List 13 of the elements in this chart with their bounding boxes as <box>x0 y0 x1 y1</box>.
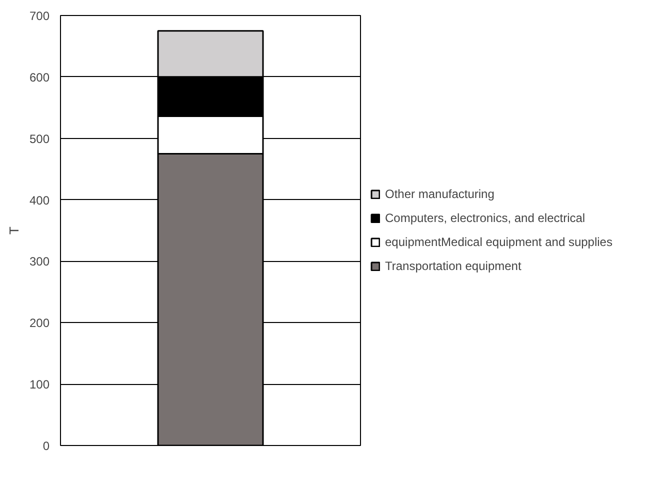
legend-label: Transportation equipment <box>385 259 522 273</box>
legend-label: equipmentMedical equipment and supplies <box>385 235 612 249</box>
y-axis-title: T <box>6 226 22 234</box>
y-tick-label: 200 <box>29 316 50 330</box>
legend-label: Other manufacturing <box>385 187 494 201</box>
y-tick-label: 100 <box>29 378 50 392</box>
y-tick-label: 500 <box>29 132 50 146</box>
y-tick-label: 0 <box>42 439 50 453</box>
y-tick-label: 400 <box>29 193 50 208</box>
y-tick-label: 600 <box>29 70 50 84</box>
y-tick-label: 700 <box>29 9 50 23</box>
y-tick-label: 300 <box>29 254 50 269</box>
legend-label: Computers, electronics, and electrical <box>385 211 586 225</box>
